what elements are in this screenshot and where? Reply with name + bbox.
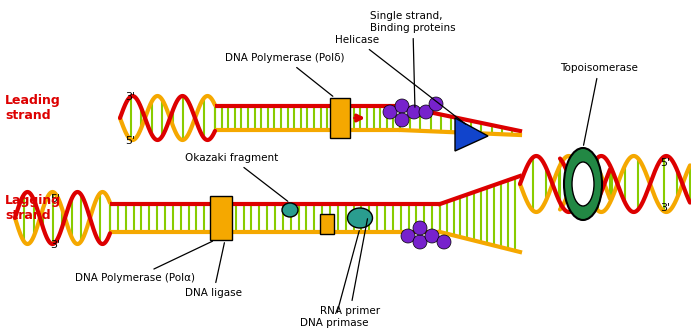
Circle shape [401,229,415,243]
Circle shape [413,221,427,235]
Bar [210,196,232,240]
Ellipse shape [348,208,372,228]
Text: Lagging
strand: Lagging strand [5,194,61,222]
Text: DNA Polymerase (Polα): DNA Polymerase (Polα) [75,241,213,283]
Text: 3': 3' [50,240,60,250]
Circle shape [413,235,427,249]
Circle shape [429,97,443,111]
Text: Single strand,
Binding proteins: Single strand, Binding proteins [370,11,455,107]
Circle shape [395,113,409,127]
Bar [320,214,334,234]
Ellipse shape [282,203,298,217]
Circle shape [383,105,397,119]
Text: RNA primer: RNA primer [320,219,380,316]
Circle shape [407,105,421,119]
Text: 5': 5' [125,136,135,146]
Polygon shape [455,118,488,151]
Text: Okazaki fragment: Okazaki fragment [185,153,287,201]
Bar [330,98,350,138]
Circle shape [425,229,439,243]
Text: DNA Polymerase (Polδ): DNA Polymerase (Polδ) [225,53,345,96]
Text: 5': 5' [50,194,60,204]
Circle shape [395,99,409,113]
Ellipse shape [564,148,602,220]
Circle shape [419,105,433,119]
Ellipse shape [572,162,594,206]
Text: Helicase: Helicase [335,35,466,124]
Text: 3': 3' [125,92,135,102]
Text: Leading
strand: Leading strand [5,94,61,122]
Circle shape [437,235,451,249]
Text: Topoisomerase: Topoisomerase [560,63,638,145]
Text: DNA primase: DNA primase [300,231,368,328]
Text: DNA ligase: DNA ligase [185,243,242,298]
Text: 3': 3' [660,203,670,213]
Text: 5': 5' [660,158,670,168]
